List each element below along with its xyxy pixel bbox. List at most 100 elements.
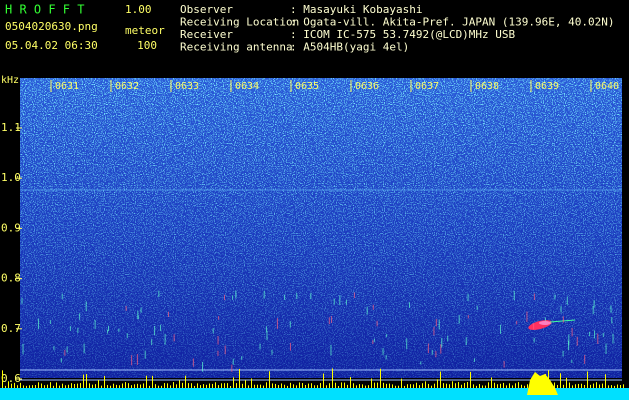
level-spike xyxy=(53,385,54,388)
level-spike xyxy=(146,375,147,388)
level-spike xyxy=(173,382,174,388)
noise-streak xyxy=(154,325,156,336)
level-spike xyxy=(89,383,90,388)
level-spike xyxy=(569,382,570,388)
level-spike xyxy=(299,382,300,388)
noise-streak xyxy=(576,336,578,346)
level-spike xyxy=(284,384,285,388)
noise-streak xyxy=(406,338,408,350)
level-spike xyxy=(542,383,543,388)
level-spike xyxy=(251,378,252,388)
noise-streak xyxy=(409,302,411,308)
noise-streak xyxy=(533,293,535,301)
noise-streak xyxy=(372,304,374,310)
level-spike xyxy=(41,383,42,388)
level-spike xyxy=(317,385,318,388)
noise-streak xyxy=(60,358,62,363)
level-spike xyxy=(572,385,573,388)
noise-streak xyxy=(231,364,233,372)
level-spike xyxy=(455,383,456,388)
level-spike xyxy=(143,383,144,388)
noise-streak xyxy=(441,337,443,348)
spectrogram-noise xyxy=(20,78,622,378)
level-spike xyxy=(5,385,6,388)
meteor-echo xyxy=(528,319,576,330)
level-spike xyxy=(374,382,375,388)
echo-tail xyxy=(549,319,576,323)
info-value: : ICOM IC-575 53.7492(@LCD)MHz USB xyxy=(290,28,516,41)
noise-streak xyxy=(137,310,139,320)
noise-streak xyxy=(289,342,291,351)
level-spike xyxy=(92,384,93,388)
level-spike xyxy=(221,383,222,388)
level-spike xyxy=(497,384,498,388)
level-spike xyxy=(119,385,120,388)
level-spike xyxy=(137,383,138,388)
level-spike xyxy=(11,383,12,388)
level: 100 xyxy=(137,39,157,52)
noise-streak xyxy=(271,349,273,355)
noise-streak xyxy=(77,328,79,334)
level-spike xyxy=(509,383,510,388)
level-spike xyxy=(440,371,441,388)
level-spike xyxy=(155,384,156,388)
level-spike xyxy=(386,383,387,388)
noise-streak xyxy=(241,356,243,360)
noise-streak xyxy=(126,333,128,338)
level-spike xyxy=(134,384,135,388)
time-label: 0640 xyxy=(595,81,619,92)
level-spike xyxy=(566,377,567,388)
level-spike xyxy=(404,385,405,388)
y-label: 0.8 xyxy=(1,272,21,285)
noise-streak xyxy=(339,295,341,306)
noise-streak xyxy=(345,299,347,305)
level-spike xyxy=(8,381,9,388)
time-label: 0632 xyxy=(115,81,139,92)
time-label: 0638 xyxy=(475,81,499,92)
level-spike xyxy=(557,384,558,388)
noise-streak xyxy=(22,343,24,355)
level-spike xyxy=(449,384,450,388)
noise-streak xyxy=(533,337,535,343)
level-spike xyxy=(527,384,528,388)
level-spike xyxy=(593,383,594,388)
level-spike xyxy=(494,382,495,388)
level-spike xyxy=(161,385,162,388)
level-spike xyxy=(110,385,111,388)
noise-streak xyxy=(382,348,384,355)
level-spike xyxy=(452,381,453,388)
level-spike xyxy=(464,382,465,388)
level-spike xyxy=(620,385,621,388)
level-spike xyxy=(215,382,216,388)
level-spike xyxy=(467,382,468,388)
level-spike xyxy=(122,383,123,388)
noise-streak xyxy=(503,361,505,368)
level-spike xyxy=(590,384,591,388)
level-spike xyxy=(512,385,513,388)
level-spike xyxy=(500,383,501,388)
noise-streak xyxy=(136,354,138,365)
level-spike xyxy=(587,371,588,388)
level-spike xyxy=(98,380,99,388)
level-spike xyxy=(59,385,60,388)
time-label: 0637 xyxy=(415,81,439,92)
level-spike xyxy=(347,384,348,388)
level-spike xyxy=(218,385,219,388)
level-spike xyxy=(2,370,3,388)
noise-streak xyxy=(376,320,378,327)
level-spike xyxy=(524,385,525,388)
level-spike xyxy=(482,385,483,388)
level-spike xyxy=(80,383,81,388)
level-spike xyxy=(461,384,462,388)
level-spike xyxy=(263,385,264,388)
noise-streak xyxy=(592,306,594,315)
level-spike xyxy=(281,383,282,388)
level-spike xyxy=(332,368,333,388)
y-label: 0.7 xyxy=(1,322,21,335)
noise-streak xyxy=(427,343,429,354)
level-spike xyxy=(314,385,315,388)
noise-streak xyxy=(554,294,556,300)
time-label: 0639 xyxy=(535,81,559,92)
level-spike xyxy=(344,382,345,388)
noise-streak xyxy=(144,350,146,359)
